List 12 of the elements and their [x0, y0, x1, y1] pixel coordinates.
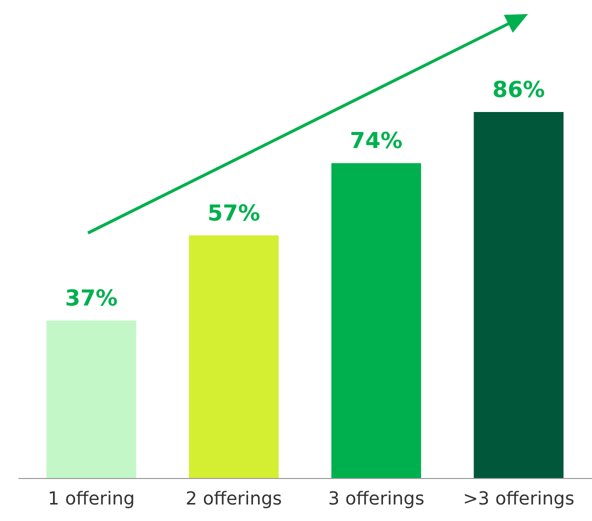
bar: [474, 112, 564, 478]
bar: [331, 163, 422, 478]
data-label: 37%: [65, 286, 118, 312]
x-tick-label: >3 offerings: [462, 488, 574, 510]
x-tick-label: 1 offering: [48, 488, 135, 510]
x-tick-label: 2 offerings: [186, 488, 282, 510]
bar: [188, 235, 279, 478]
x-tick-label: 3 offerings: [328, 488, 424, 510]
data-label: 86%: [492, 78, 545, 103]
data-label: 57%: [207, 201, 260, 226]
bar: [46, 320, 136, 478]
data-label: 74%: [350, 129, 403, 154]
